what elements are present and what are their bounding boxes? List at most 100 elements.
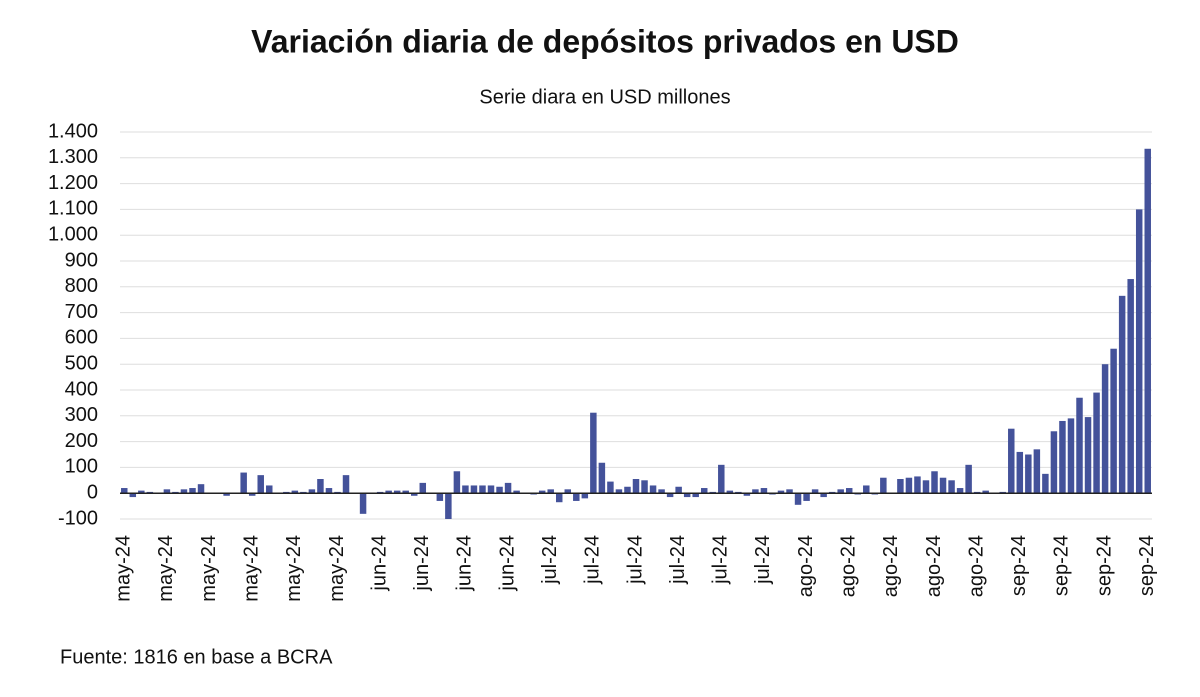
bar: [607, 481, 614, 494]
x-tick-label: sep-24: [1093, 535, 1115, 596]
y-tick-label: 300: [65, 404, 98, 426]
bar: [914, 476, 921, 494]
bar: [1110, 348, 1117, 494]
bar: [863, 485, 870, 494]
bar: [291, 490, 299, 494]
x-tick-label: jun-24: [496, 535, 518, 592]
bar: [666, 493, 674, 498]
bar: [197, 484, 205, 494]
bar: [1135, 209, 1143, 494]
bar: [385, 490, 392, 494]
bar: [453, 471, 461, 494]
bar: [897, 479, 904, 494]
bar: [419, 482, 427, 494]
x-tick-label: ago-24: [923, 535, 945, 597]
x-tick-label: jul-24: [624, 535, 646, 585]
bar: [317, 479, 324, 494]
y-tick-label: -100: [58, 507, 98, 529]
bar: [411, 493, 418, 496]
bar: [1093, 392, 1100, 494]
bar: [922, 480, 930, 494]
bar: [342, 475, 350, 494]
bar: [223, 493, 230, 496]
bar: [1101, 364, 1109, 494]
bar: [803, 493, 810, 501]
x-tick-label: may-24: [240, 535, 262, 602]
bar: [393, 490, 401, 494]
bar: [129, 493, 137, 498]
y-tick-label: 1.400: [48, 120, 98, 142]
bar: [880, 477, 887, 494]
bar: [931, 471, 938, 494]
bar: [1008, 428, 1015, 494]
bar: [692, 493, 699, 498]
chart-subtitle: Serie diara en USD millones: [479, 86, 730, 108]
y-tick-label: 200: [65, 430, 98, 452]
bar: [513, 490, 520, 494]
x-tick-label: jul-24: [710, 535, 732, 585]
x-tick-label: may-24: [283, 535, 305, 602]
bar: [1144, 148, 1151, 494]
x-tick-label: jun-24: [368, 535, 390, 592]
bar: [462, 485, 469, 494]
bar: [1084, 417, 1092, 494]
bar: [573, 493, 580, 501]
bar: [1033, 449, 1041, 494]
bar: [624, 486, 631, 494]
bar: [257, 475, 264, 494]
bar: [641, 480, 648, 494]
bar: [436, 493, 444, 501]
y-tick-label: 400: [65, 378, 98, 400]
bar: [777, 490, 785, 494]
bar: [163, 489, 171, 494]
x-tick-label: jul-24: [667, 535, 689, 585]
bar: [683, 493, 691, 498]
y-tick-label: 1.100: [48, 198, 98, 220]
bar: [632, 479, 640, 494]
bar: [479, 485, 486, 494]
bar: [658, 489, 665, 494]
bar: [845, 488, 853, 494]
x-tick-label: jul-24: [582, 535, 604, 585]
bar: [760, 488, 768, 494]
x-tick-label: sep-24: [1008, 535, 1030, 596]
bar: [598, 462, 606, 494]
y-tick-label: 800: [65, 275, 98, 297]
bar: [266, 485, 273, 494]
y-tick-label: 700: [65, 301, 98, 323]
bar: [1059, 420, 1066, 494]
chart-title: Variación diaria de depósitos privados e…: [251, 23, 959, 59]
bar: [743, 493, 751, 496]
bar: [700, 488, 708, 494]
bar: [956, 488, 964, 494]
bar: [325, 488, 333, 494]
bar: [786, 489, 793, 494]
x-tick-label: jun-24: [411, 535, 433, 592]
bar: [1025, 454, 1032, 494]
y-tick-label: 1.000: [48, 223, 98, 245]
bar: [308, 489, 316, 494]
y-tick-label: 0: [87, 481, 98, 503]
bar: [1042, 473, 1049, 494]
bar: [982, 490, 989, 494]
bar: [240, 472, 247, 494]
x-tick-label: jun-24: [454, 535, 476, 592]
bar: [1067, 418, 1075, 494]
bar: [180, 489, 188, 494]
x-tick-label: may-24: [326, 535, 348, 602]
bar: [1076, 397, 1083, 494]
bar: [555, 493, 563, 503]
x-tick-label: may-24: [198, 535, 220, 602]
y-tick-label: 600: [65, 327, 98, 349]
bar: [445, 493, 452, 519]
bar: [649, 485, 657, 494]
y-tick-label: 1.200: [48, 172, 98, 194]
bar: [487, 485, 495, 494]
x-tick-label: ago-24: [795, 535, 817, 597]
y-tick-label: 100: [65, 456, 98, 478]
y-tick-label: 500: [65, 352, 98, 374]
x-tick-label: ago-24: [965, 535, 987, 597]
bar: [752, 489, 759, 494]
